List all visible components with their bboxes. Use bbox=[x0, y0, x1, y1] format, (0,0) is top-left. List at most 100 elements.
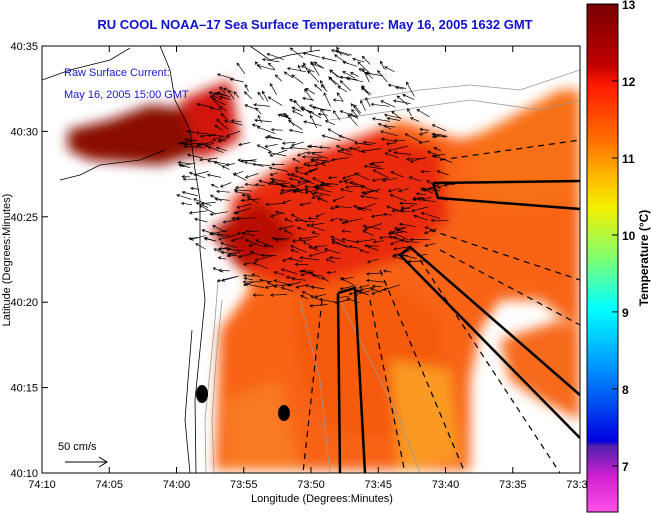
current-vector bbox=[292, 239, 312, 243]
current-vector bbox=[288, 119, 303, 130]
current-vector bbox=[423, 228, 438, 235]
current-vector bbox=[297, 64, 302, 72]
y-tick-label: 40:30 bbox=[10, 126, 38, 138]
current-vector bbox=[290, 248, 300, 253]
current-vector bbox=[361, 55, 371, 65]
current-vector bbox=[267, 96, 283, 106]
current-vector bbox=[265, 202, 284, 207]
current-vector bbox=[321, 277, 329, 282]
current-vector bbox=[269, 172, 278, 177]
current-vector bbox=[216, 119, 229, 130]
current-vector bbox=[335, 145, 351, 153]
current-vector bbox=[332, 196, 345, 202]
current-vector bbox=[306, 163, 317, 168]
current-vector bbox=[392, 99, 411, 104]
current-vector bbox=[386, 141, 397, 146]
scale-arrow bbox=[65, 456, 108, 468]
current-vector bbox=[258, 179, 272, 185]
current-vector bbox=[226, 247, 243, 252]
current-vector bbox=[183, 144, 205, 149]
current-vector bbox=[316, 197, 329, 203]
colorbar-tick-label: 8 bbox=[622, 383, 629, 397]
y-tick-label: 40:25 bbox=[10, 212, 38, 224]
current-vector bbox=[206, 173, 222, 178]
current-vector bbox=[252, 162, 271, 166]
current-vector bbox=[382, 212, 392, 217]
current-vector bbox=[424, 226, 436, 231]
current-vector bbox=[223, 119, 243, 126]
current-vector bbox=[422, 188, 434, 194]
current-vector bbox=[346, 297, 360, 304]
current-vector bbox=[290, 245, 307, 253]
current-vector bbox=[406, 81, 415, 97]
current-vector bbox=[269, 293, 288, 297]
current-vector bbox=[177, 160, 192, 165]
current-vector bbox=[208, 91, 220, 95]
current-vector bbox=[371, 287, 389, 295]
current-vector bbox=[323, 92, 331, 107]
current-vector bbox=[390, 238, 406, 245]
current-vector bbox=[311, 273, 323, 278]
current-vector bbox=[300, 294, 309, 300]
current-vector bbox=[299, 202, 312, 207]
current-vector bbox=[302, 51, 321, 58]
current-vector bbox=[209, 211, 229, 216]
current-vector bbox=[363, 164, 384, 170]
current-vector bbox=[261, 253, 277, 257]
current-vector bbox=[336, 92, 344, 102]
current-vector bbox=[242, 280, 261, 284]
current-vector bbox=[354, 141, 373, 146]
current-vector bbox=[345, 185, 365, 189]
current-vector bbox=[288, 128, 304, 134]
current-vector bbox=[334, 49, 353, 56]
current-vector bbox=[255, 107, 262, 115]
current-vector bbox=[288, 177, 300, 181]
current-vector bbox=[311, 192, 324, 200]
current-vector bbox=[186, 153, 203, 159]
current-vector bbox=[359, 194, 379, 200]
current-vector bbox=[261, 90, 269, 102]
current-vector bbox=[338, 178, 352, 184]
current-vector bbox=[216, 73, 234, 80]
colorbar-gradient bbox=[586, 3, 619, 513]
current-vector bbox=[310, 61, 320, 76]
current-vector bbox=[237, 142, 251, 147]
current-vector bbox=[227, 253, 237, 257]
current-vector bbox=[320, 84, 328, 92]
current-vector bbox=[220, 113, 228, 120]
current-vector bbox=[387, 188, 400, 193]
x-tick-label: 73:40 bbox=[432, 479, 460, 491]
current-vector bbox=[399, 204, 415, 212]
y-tick-label: 40:10 bbox=[10, 468, 38, 480]
current-vector bbox=[280, 286, 294, 292]
current-vector bbox=[201, 229, 213, 234]
current-vector bbox=[380, 60, 385, 70]
current-vector bbox=[309, 114, 318, 129]
current-vector bbox=[257, 91, 264, 101]
colorbar-tick-label: 12 bbox=[622, 75, 636, 89]
chart-title: RU COOL NOAA–17 Sea Surface Temperature:… bbox=[97, 17, 532, 32]
current-vector bbox=[217, 246, 230, 251]
current-vector bbox=[337, 149, 353, 156]
current-vector bbox=[181, 190, 198, 197]
current-vector bbox=[366, 258, 379, 264]
current-vector bbox=[185, 129, 196, 134]
current-vector bbox=[306, 144, 318, 149]
current-vector bbox=[289, 99, 298, 104]
current-vector bbox=[371, 284, 382, 288]
current-vector bbox=[308, 246, 320, 252]
current-vector bbox=[307, 216, 319, 221]
current-vector bbox=[244, 182, 256, 187]
current-vector bbox=[348, 289, 364, 296]
current-vector bbox=[308, 250, 328, 258]
current-vector bbox=[283, 229, 293, 235]
current-vector bbox=[413, 214, 428, 221]
x-tick-label: 73:55 bbox=[230, 479, 258, 491]
current-vector bbox=[367, 245, 379, 251]
current-vector bbox=[211, 94, 222, 101]
current-vector bbox=[207, 146, 224, 153]
current-vector bbox=[237, 158, 257, 162]
current-vector bbox=[315, 186, 332, 193]
current-vector bbox=[315, 213, 325, 218]
current-vector bbox=[304, 88, 313, 101]
